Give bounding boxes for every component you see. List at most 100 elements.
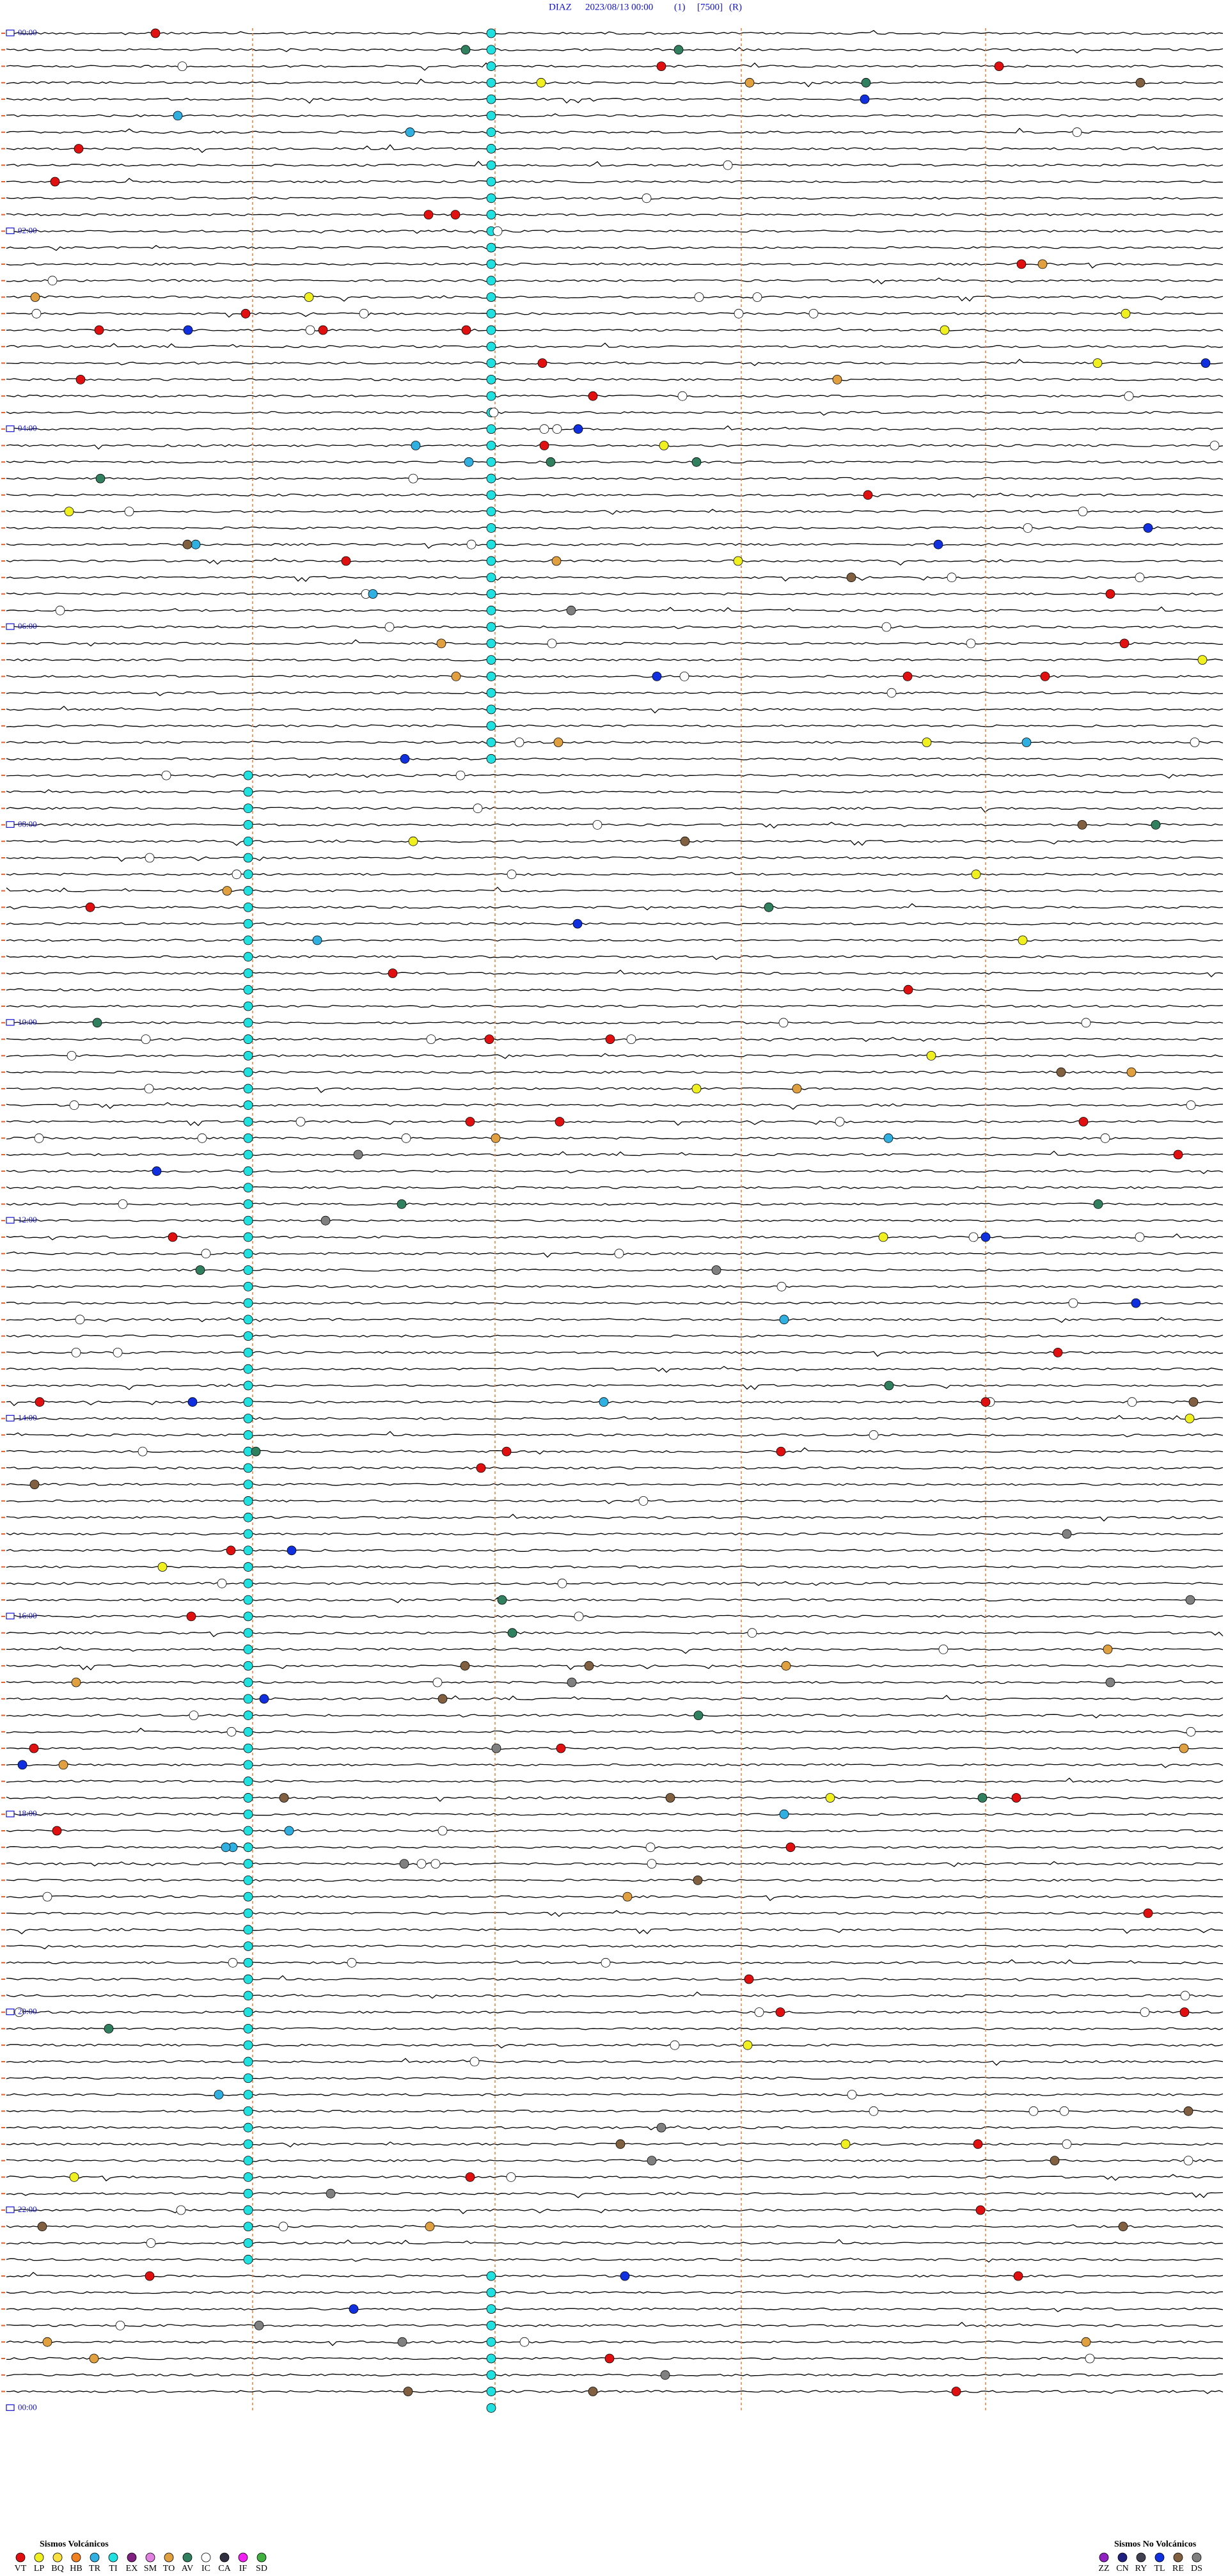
event-marker <box>1140 2007 1150 2018</box>
tremor-marker <box>243 1315 253 1325</box>
tremor-marker <box>486 127 496 138</box>
tremor-marker <box>486 2387 496 2396</box>
row-marker <box>1 428 5 430</box>
event-marker <box>1085 2353 1095 2364</box>
event-marker <box>778 1018 789 1028</box>
trace <box>6 955 1224 960</box>
row-marker <box>1 2357 5 2359</box>
trace <box>6 1713 1224 1719</box>
row-marker <box>1 2225 5 2227</box>
event-marker <box>187 1397 198 1407</box>
event-marker <box>226 1545 236 1556</box>
row-marker <box>1 1846 5 1848</box>
tremor-marker <box>486 358 496 368</box>
trace <box>6 312 1224 318</box>
event-marker <box>69 1100 79 1110</box>
event-marker <box>881 622 892 632</box>
channel: (1) <box>674 2 686 12</box>
row-marker <box>1 2127 5 2129</box>
event-marker <box>186 1611 196 1622</box>
event-marker <box>977 1793 988 1803</box>
event-marker <box>437 1826 448 1836</box>
event-marker <box>152 1166 162 1176</box>
tremor-marker <box>486 144 496 154</box>
tremor-marker <box>486 111 496 121</box>
row-marker <box>1 1995 5 1996</box>
tremor-marker <box>243 1364 253 1374</box>
event-marker <box>785 1842 796 1853</box>
trace <box>6 2011 1224 2014</box>
row-marker <box>1 379 5 381</box>
event-marker <box>840 2139 851 2149</box>
tremor-marker <box>243 1991 253 2001</box>
row-marker <box>1 972 5 974</box>
tremor-marker <box>243 968 253 978</box>
trace <box>6 2043 1224 2049</box>
trace <box>6 62 1224 71</box>
time-label: 12:00 <box>18 1215 37 1224</box>
event-marker <box>1100 1133 1110 1143</box>
row-marker <box>1 1879 5 1881</box>
row-marker <box>1 1121 5 1123</box>
event-marker <box>1127 1397 1137 1407</box>
tremor-marker <box>243 886 253 896</box>
event-marker <box>584 1661 594 1671</box>
tremor-marker <box>486 193 496 203</box>
event-marker <box>113 1347 123 1357</box>
time-label: 10:00 <box>18 1017 37 1027</box>
tremor-marker <box>243 1414 253 1423</box>
event-marker <box>1037 259 1048 269</box>
event-marker <box>1135 1232 1145 1242</box>
event-marker <box>747 1628 757 1638</box>
tremor-marker <box>243 1298 253 1308</box>
row-marker <box>1 692 5 694</box>
tremor-marker <box>243 803 253 814</box>
event-marker <box>144 1084 154 1094</box>
event-marker <box>397 2337 407 2347</box>
trace <box>6 1004 1224 1008</box>
trace <box>6 2307 1224 2312</box>
row-marker <box>1 1549 5 1551</box>
tremor-marker <box>243 902 253 912</box>
row-marker <box>1 1401 5 1403</box>
tremor-marker <box>486 374 496 384</box>
trace <box>6 706 1224 714</box>
tremor-marker <box>243 820 253 830</box>
tremor-marker <box>243 2139 253 2149</box>
event-marker <box>677 391 688 401</box>
legend-swatch <box>1154 2552 1165 2563</box>
tremor-marker <box>243 2172 253 2182</box>
event-marker <box>1078 507 1088 516</box>
trace <box>6 969 1224 977</box>
event-marker <box>1118 2222 1128 2232</box>
trace <box>6 625 1224 629</box>
event-marker <box>214 2090 224 2099</box>
event-marker <box>251 1446 261 1457</box>
tremor-marker <box>243 836 253 846</box>
row-marker <box>1 527 5 529</box>
row-marker <box>1 1087 5 1089</box>
row-marker <box>1 2259 5 2261</box>
row-marker <box>1 1252 5 1254</box>
row-marker <box>1 1599 5 1601</box>
row-marker <box>1 1780 5 1782</box>
row-marker <box>1 1748 5 1750</box>
row-marker <box>1 1286 5 1288</box>
legend-swatch <box>164 2552 174 2563</box>
row-marker <box>1 164 5 166</box>
event-marker <box>279 1793 289 1803</box>
legend-swatch <box>34 2552 44 2563</box>
event-marker <box>1062 1529 1072 1539</box>
row-marker <box>1 1648 5 1650</box>
tremor-marker <box>486 210 496 219</box>
event-marker <box>886 688 897 698</box>
event-marker <box>752 292 762 302</box>
event-marker <box>693 1711 704 1721</box>
row-marker <box>1 1962 5 1964</box>
trace <box>6 606 1224 612</box>
trace <box>6 1991 1224 1999</box>
event-marker <box>980 1232 991 1242</box>
row-marker <box>1 99 5 100</box>
trace <box>6 1549 1224 1553</box>
legend-code: AV <box>182 2564 193 2573</box>
